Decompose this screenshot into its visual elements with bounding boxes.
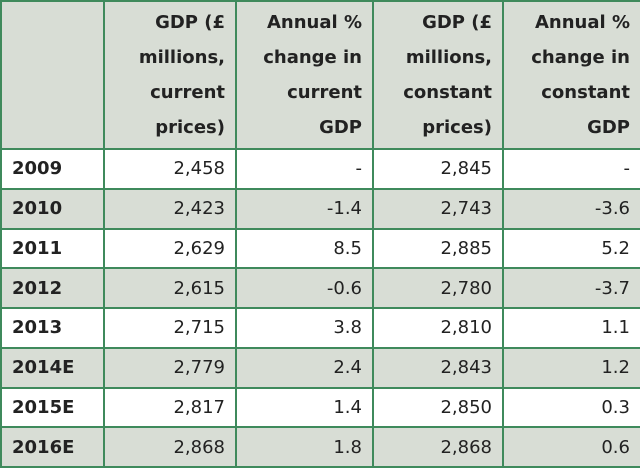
cell: 0.6 <box>502 426 640 468</box>
row-label: 2013 <box>0 307 105 349</box>
cell: 2,850 <box>372 386 504 429</box>
cell: 5.2 <box>502 227 640 270</box>
header-cell: GDP (£ millions, constant prices) <box>372 0 504 150</box>
header-cell: Annual % change in constant GDP <box>502 0 640 150</box>
row-label: 2010 <box>0 187 105 230</box>
cell: 2,629 <box>103 227 237 270</box>
cell: 2,779 <box>103 346 237 389</box>
cell: -1.4 <box>235 187 374 230</box>
cell: 2.4 <box>235 346 374 389</box>
cell: 2,885 <box>372 227 504 270</box>
table-row: 2009 2,458-2,845- <box>0 148 640 190</box>
cell: 2,868 <box>103 426 237 468</box>
cell: 1.2 <box>502 346 640 389</box>
table-row: 2013 2,715 3.8 2,810 1.1 <box>0 307 640 349</box>
cell: 2,810 <box>372 307 504 349</box>
cell: 2,868 <box>372 426 504 468</box>
cell: 1.8 <box>235 426 374 468</box>
cell: - <box>502 148 640 190</box>
cell: 3.8 <box>235 307 374 349</box>
cell: -3.6 <box>502 187 640 230</box>
header-cell: Annual % change in current GDP <box>235 0 374 150</box>
cell: -0.6 <box>235 267 374 309</box>
table-row: 2014E 2,779 2.4 2,843 1.2 <box>0 346 640 389</box>
cell: 1.4 <box>235 386 374 429</box>
cell: 2,817 <box>103 386 237 429</box>
cell: 2,615 <box>103 267 237 309</box>
table-row: 2015E 2,817 1.4 2,850 0.3 <box>0 386 640 429</box>
header-cell: GDP (£ millions, current prices) <box>103 0 237 150</box>
cell: 0.3 <box>502 386 640 429</box>
cell: 2,423 <box>103 187 237 230</box>
cell: 1.1 <box>502 307 640 349</box>
cell: - <box>235 148 374 190</box>
table-row: 2016E 2,868 1.8 2,868 0.6 <box>0 426 640 468</box>
row-label: 2015E <box>0 386 105 429</box>
row-label: 2012 <box>0 267 105 309</box>
cell: 8.5 <box>235 227 374 270</box>
cell: -3.7 <box>502 267 640 309</box>
row-label: 2014E <box>0 346 105 389</box>
cell: 2,743 <box>372 187 504 230</box>
row-label: 2016E <box>0 426 105 468</box>
row-label: 2009 <box>0 148 105 190</box>
cell: 2,458 <box>103 148 237 190</box>
cell: 2,843 <box>372 346 504 389</box>
table-row: 2010 2,423 -1.4 2,743 -3.6 <box>0 187 640 230</box>
header-row: GDP (£ millions, current prices) Annual %… <box>0 0 640 150</box>
cell: 2,715 <box>103 307 237 349</box>
header-cell <box>0 0 105 150</box>
cell: 2,780 <box>372 267 504 309</box>
table-row: 2011 2,629 8.5 2,885 5.2 <box>0 227 640 270</box>
row-label: 2011 <box>0 227 105 270</box>
table-row: 2012 2,615 -0.6 2,780 -3.7 <box>0 267 640 309</box>
cell: 2,845 <box>372 148 504 190</box>
